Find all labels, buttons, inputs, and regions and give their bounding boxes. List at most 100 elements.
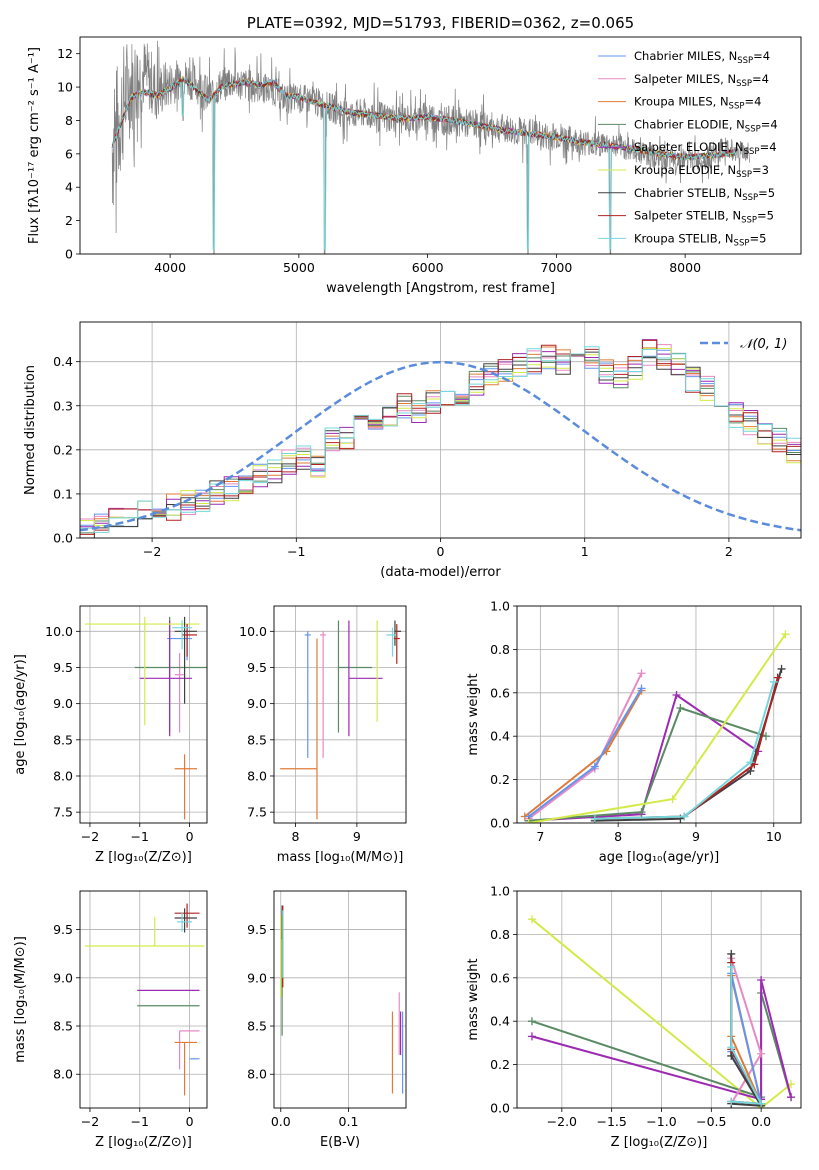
legend-entry: Kroupa STELIB, NSSP=5 (634, 231, 766, 248)
y-axis-label: Normed distribution (23, 365, 38, 495)
y-tick-label: 8.0 (247, 1067, 267, 1082)
mass_vs_ebv-frame (273, 890, 407, 1109)
y-tick-label: 0.4 (490, 729, 510, 744)
legend-label: Kroupa ELODIE, N (634, 163, 736, 177)
x-tick-label: 0.0 (751, 1114, 771, 1129)
age_vs_Z-plot-area (80, 606, 207, 823)
x-tick-label: 6000 (412, 260, 444, 275)
weight-line (528, 706, 767, 822)
x-tick-label: 5000 (283, 260, 315, 275)
x-axis-label: Z [log₁₀(Z/Z⊙)] (611, 1135, 708, 1150)
legend-subscript: SSP (734, 238, 750, 248)
residuals-panel: −2 −1 0 1 2 0.0 0.1 0.2 0.3 0.4 (data-model)/error… (23, 321, 802, 580)
x-axis-label: wavelength [Angstrom, rest frame] (326, 281, 555, 296)
legend-entry: Salpeter STELIB, NSSP=5 (634, 209, 774, 226)
legend-label: Salpeter STELIB, N (634, 209, 741, 223)
weight_vs_age-frame (516, 605, 802, 824)
residual-histogram (80, 351, 801, 538)
weight-marker (727, 949, 736, 958)
weight-line (531, 979, 792, 1101)
y-tick-label: 9.0 (53, 970, 73, 985)
y-axis-label: Flux [fλ10⁻¹⁷ erg cm⁻² s⁻¹ A⁻¹] (27, 47, 42, 244)
y-tick-label: 0.2 (53, 442, 73, 457)
age_vs_Z-frame (79, 605, 208, 824)
x-tick-label: 8000 (669, 260, 701, 275)
legend-count: =3 (752, 163, 769, 177)
legend-count: =4 (753, 49, 770, 63)
legend-label: Salpeter ELODIE, N (634, 140, 744, 154)
weight-marker (672, 690, 681, 699)
x-axis-label: Z [log₁₀(Z/Z⊙)] (95, 850, 192, 865)
x-tick-label: 1 (581, 544, 589, 559)
weight-marker (761, 732, 770, 741)
age_vs_mass-panel: 8 9 7.5 8.0 8.5 9.0 9.5 10.0 mass [log₁₀(M/M⊙)] (239, 605, 407, 865)
y-tick-label: 9.0 (53, 696, 73, 711)
residual-histogram (80, 339, 801, 528)
weight-line (528, 672, 643, 820)
x-tick-label: 4000 (154, 260, 186, 275)
legend-label: Kroupa MILES, N (634, 95, 729, 109)
spectrum-frame (79, 36, 802, 255)
x-tick-label: 0 (437, 544, 445, 559)
mass_vs_Z-frame (79, 890, 208, 1109)
x-tick-label: −0.5 (696, 1114, 726, 1129)
weight-marker (637, 669, 646, 678)
weight-line (528, 633, 787, 823)
weight-marker (637, 808, 646, 817)
y-tick-label: 7.5 (247, 805, 267, 820)
legend-count: =4 (760, 140, 777, 154)
weight-line (528, 693, 759, 822)
spectrum-panel: 4000 5000 6000 7000 8000 0 2 4 6 8 10 12 wavelength … (27, 14, 802, 296)
y-tick-label: 0.2 (490, 772, 510, 787)
legend-subscript: SSP (745, 124, 761, 134)
weight-marker (637, 684, 646, 693)
residuals-plot-area (80, 322, 801, 538)
y-tick-label: 4 (65, 180, 73, 195)
legend-count: =5 (758, 186, 775, 200)
weight-line (594, 668, 783, 822)
mass_vs_ebv-panel: 0.0 0.1 8.0 8.5 9.0 9.5 E(B-V) (247, 890, 407, 1150)
y-tick-label: 1.0 (490, 599, 510, 614)
legend-subscript: SSP (736, 170, 752, 180)
y-tick-label: 8.5 (247, 1019, 267, 1034)
y-tick-label: 1.0 (490, 884, 510, 899)
y-tick-label: 0.8 (490, 927, 510, 942)
age_vs_mass-frame (273, 605, 407, 824)
x-tick-label: 7 (536, 829, 544, 844)
y-tick-label: 0.6 (490, 970, 510, 985)
weight-marker (787, 1093, 796, 1102)
age_vs_Z-panel: −2 −1 0 7.5 8.0 8.5 9.0 9.5 10.0 Z [log₁₀(Z/Z⊙)] a… (13, 605, 208, 865)
y-axis-label: mass weight (466, 673, 481, 755)
weight-line (594, 681, 775, 820)
y-tick-label: 9.5 (247, 922, 267, 937)
y-tick-label: 10.0 (239, 624, 267, 639)
legend-label: Salpeter MILES, N (634, 72, 736, 86)
x-tick-label: 8 (614, 829, 622, 844)
weight_vs_Z-frame (516, 890, 802, 1109)
weight-marker (757, 1049, 766, 1058)
legend-count: =4 (761, 117, 778, 131)
legend-label: 𝒩(0, 1) (740, 337, 787, 352)
weight-marker (676, 703, 685, 712)
spectrum-plot-area (111, 40, 750, 254)
x-tick-label: 9 (692, 829, 700, 844)
weight-marker (769, 677, 778, 686)
weight-marker (781, 630, 790, 639)
y-tick-label: 0.0 (490, 1101, 510, 1116)
y-tick-label: 0.1 (53, 486, 73, 501)
legend-subscript: SSP (729, 102, 745, 112)
y-axis-label: mass [log₁₀(M/M⊙)] (13, 936, 28, 1063)
x-tick-label: 2 (725, 544, 733, 559)
residuals-frame (79, 321, 802, 539)
legend-subscript: SSP (737, 56, 753, 66)
x-tick-label: −2 (81, 829, 99, 844)
legend-subscript: SSP (741, 216, 757, 226)
x-tick-label: 8 (292, 829, 300, 844)
x-tick-label: −2 (81, 1114, 99, 1129)
x-tick-label: 7000 (540, 260, 572, 275)
observed-spectrum (111, 40, 750, 254)
x-tick-label: −1 (131, 829, 149, 844)
legend-count: =5 (749, 231, 766, 245)
x-axis-label: Z [log₁₀(Z/Z⊙)] (95, 1135, 192, 1150)
y-axis-label: age [log₁₀(age/yr)] (13, 654, 28, 775)
